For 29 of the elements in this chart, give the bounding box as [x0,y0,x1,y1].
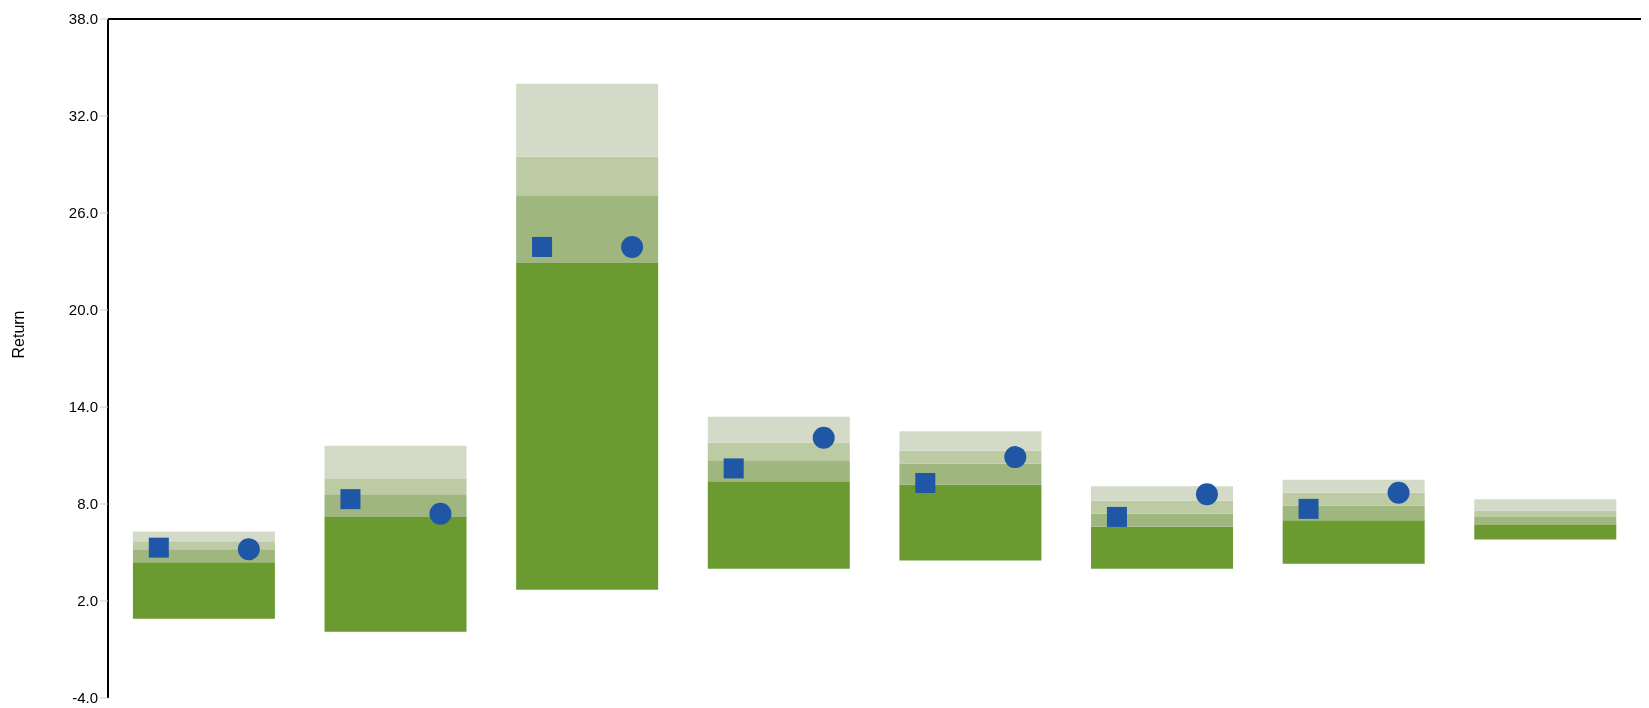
bar [707,481,850,569]
bar [1474,525,1617,540]
y-axis-title: Return [9,310,27,359]
bar [132,531,275,542]
bar [516,195,659,264]
bar [324,478,467,495]
bar [899,484,1042,561]
bar [324,445,467,479]
bar [1091,526,1234,569]
bar [516,263,659,590]
y-tick-label: 26.0 [68,204,98,222]
y-tick-label: 2.0 [77,592,98,610]
bar [132,562,275,619]
bar [1282,520,1425,564]
y-tick-label: 20.0 [68,301,98,319]
bar [899,431,1042,451]
y-tick-label: 32.0 [68,107,98,125]
y-tick-label: 14.0 [68,398,98,416]
bar [707,416,850,443]
bar [516,83,659,157]
bar [324,516,467,632]
bar [516,156,659,196]
bar [1474,516,1617,526]
bar [1474,510,1617,517]
y-tick-label: 38.0 [68,10,98,28]
bar [1474,499,1617,511]
bar [707,442,850,461]
y-tick-label: 8.0 [77,495,98,513]
y-tick-label: -4.0 [72,689,98,707]
